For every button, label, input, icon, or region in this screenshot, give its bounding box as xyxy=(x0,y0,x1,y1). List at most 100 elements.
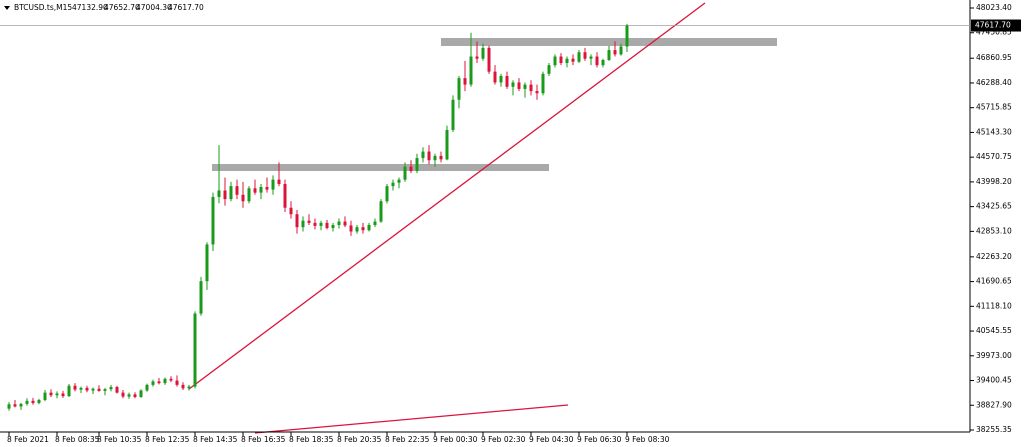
candle-body xyxy=(547,65,551,74)
candle-body xyxy=(121,392,125,397)
candle-body xyxy=(73,385,77,390)
candle-body xyxy=(529,84,533,92)
y-tick-label: 43998.20 xyxy=(976,177,1012,186)
candle-body xyxy=(163,378,167,384)
candle-body xyxy=(589,56,593,59)
candle-body xyxy=(439,155,443,160)
candle-body xyxy=(451,99,455,130)
x-tick-label: 8 Feb 08:35 xyxy=(55,435,100,444)
trend-line xyxy=(188,2,706,390)
candle-body xyxy=(103,389,107,391)
candle-body xyxy=(175,380,179,385)
candle-body xyxy=(457,78,461,100)
candle-body xyxy=(241,194,245,202)
candle-body xyxy=(601,59,605,66)
candle-body xyxy=(583,52,587,59)
x-tick-label: 8 Feb 22:35 xyxy=(385,435,430,444)
y-tick-label: 47450.85 xyxy=(976,28,1012,37)
candle-body xyxy=(31,400,35,404)
candle-body xyxy=(235,186,239,195)
candle-body xyxy=(253,188,257,193)
ohlc-open: 47132.90 xyxy=(72,3,108,12)
candle-body xyxy=(349,225,353,232)
candle-body xyxy=(313,222,317,226)
candle-body xyxy=(151,381,155,385)
candle-body xyxy=(199,281,203,314)
candle-body xyxy=(493,71,497,83)
candle-body xyxy=(463,78,467,85)
candle-body xyxy=(67,385,71,397)
candle-body xyxy=(403,166,407,180)
candle-body xyxy=(7,404,11,409)
symbol: BTCUSD.ts,M15 xyxy=(14,3,72,12)
candle-body xyxy=(145,384,149,391)
candle-body xyxy=(259,187,263,193)
candle-body xyxy=(355,227,359,232)
candle-body xyxy=(535,91,539,94)
candle-body xyxy=(343,221,347,226)
x-tick-label: 9 Feb 02:30 xyxy=(481,435,526,444)
y-tick-label: 46288.40 xyxy=(976,78,1012,87)
x-tick-label: 8 Feb 14:35 xyxy=(193,435,238,444)
candle-body xyxy=(337,221,341,226)
candle-body xyxy=(487,47,491,72)
candle-body xyxy=(445,129,449,160)
candle-body xyxy=(271,179,275,190)
x-tick-label: 8 Feb 18:35 xyxy=(289,435,334,444)
x-tick-label: 8 Feb 10:35 xyxy=(97,435,142,444)
collapse-icon xyxy=(4,6,10,10)
y-tick-label: 44570.75 xyxy=(976,152,1012,161)
candle-body xyxy=(205,244,209,282)
candle-body xyxy=(157,381,161,384)
x-tick-label: 8 Feb 20:35 xyxy=(337,435,382,444)
candle-body xyxy=(613,50,617,55)
candle-body xyxy=(55,393,59,396)
resistance-zone xyxy=(441,38,777,46)
ohlc-close: 47617.70 xyxy=(168,3,204,12)
ohlc-high: 47652.70 xyxy=(104,3,140,12)
candle-body xyxy=(325,222,329,229)
candle-body xyxy=(433,155,437,161)
candle-body xyxy=(517,82,521,89)
candle-body xyxy=(181,384,185,389)
price-label-box xyxy=(971,19,1021,32)
x-tick-label: 9 Feb 00:30 xyxy=(433,435,478,444)
candle-body xyxy=(421,151,425,159)
x-tick-label: 9 Feb 06:30 xyxy=(577,435,622,444)
candle-body xyxy=(229,186,233,200)
x-tick-label: 9 Feb 08:30 xyxy=(625,435,670,444)
ohlc-low: 47004.30 xyxy=(136,3,172,12)
x-tick-label: 8 Feb 2021 xyxy=(7,435,49,444)
y-tick-label: 41690.65 xyxy=(976,277,1012,286)
candle-body xyxy=(391,182,395,187)
candle-body xyxy=(193,313,197,387)
candle-body xyxy=(43,392,47,400)
candle-body xyxy=(139,390,143,397)
candle-body xyxy=(127,394,131,397)
candle-body xyxy=(481,47,485,59)
y-tick-label: 38255.35 xyxy=(976,425,1012,434)
candle-body xyxy=(307,220,311,223)
candle-body xyxy=(115,387,119,393)
candle-body xyxy=(469,56,473,85)
trend-line xyxy=(254,404,569,434)
candle-body xyxy=(85,387,89,391)
candle-body xyxy=(289,207,293,215)
candle-body xyxy=(541,73,545,94)
candle-body xyxy=(265,187,269,190)
candle-body xyxy=(211,196,215,245)
candle-body xyxy=(409,166,413,172)
candle-body xyxy=(571,58,575,62)
candle-body xyxy=(361,227,365,231)
candle-body xyxy=(49,392,53,396)
candle-body xyxy=(415,158,419,172)
candle-body xyxy=(277,179,281,184)
candle-body xyxy=(19,403,23,407)
candle-body xyxy=(373,221,377,226)
y-tick-label: 39400.45 xyxy=(976,376,1012,385)
candle-body xyxy=(223,190,227,200)
candle-body xyxy=(607,50,611,60)
candle-body xyxy=(385,186,389,202)
candle-body xyxy=(625,25,629,47)
candle-body xyxy=(187,386,191,389)
